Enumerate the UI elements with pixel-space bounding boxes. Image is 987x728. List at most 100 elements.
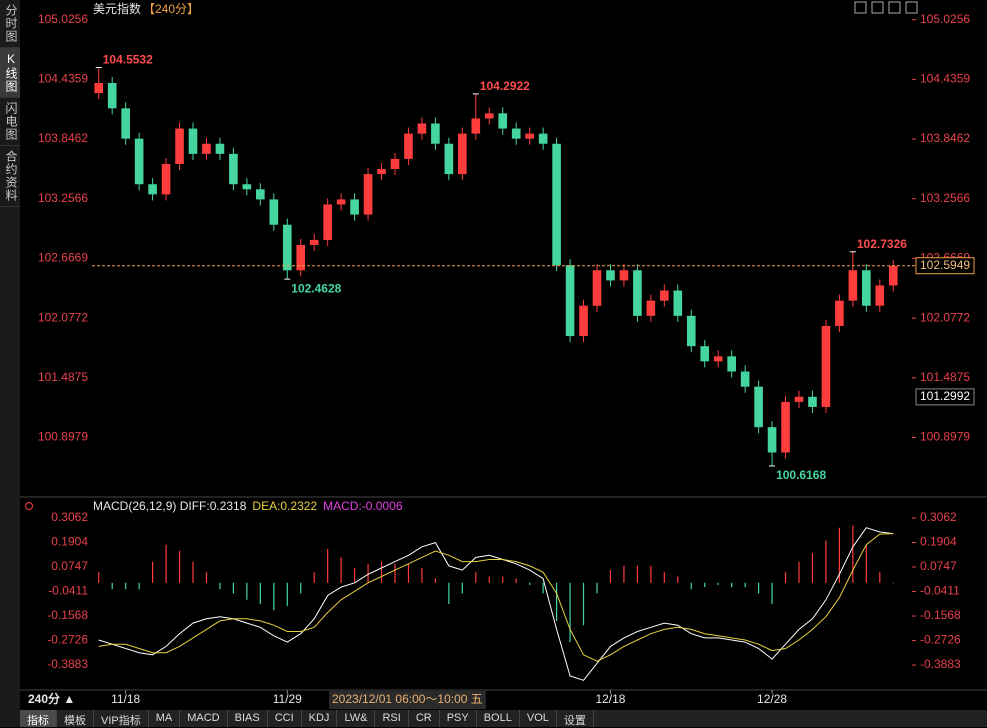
y-tick-label-right: 100.8979 [920,430,970,444]
macd-bar [663,572,665,583]
candle-body [606,270,615,281]
y-tick-label: -0.0411 [48,584,88,598]
candle-body [525,133,534,139]
y-tick-label: 102.6669 [38,251,88,265]
macd-bar [380,561,383,583]
macd-bar [609,570,612,583]
macd-bar [529,582,531,585]
macd-bar [273,582,275,611]
candle-body [848,270,858,301]
sidebar: 分时图 K线图 闪电图 合约资料 [0,0,23,727]
candle-body [727,356,736,372]
side-tab[interactable]: 合约资料 [0,146,23,207]
toolbar-button[interactable]: MA [149,710,181,727]
toolbar-button[interactable]: RSI [375,710,409,727]
y-tick-label-right: -0.0411 [920,584,960,598]
candle-body [175,128,184,164]
toolbar: 指标 模板 VIP指标 MA MACD BIAS CCI KDJ LW& RSI CR PSY BOLL… [20,710,987,727]
x-tick-label: 12/18 [595,692,625,706]
candle-body [565,265,575,337]
y-tick-label-right: 104.4359 [920,72,970,86]
macd-bar [798,561,800,583]
macd-bar [502,576,504,583]
period-selector[interactable]: 240分 ▲ [28,691,75,706]
candle-body [619,270,629,281]
toolbar-button[interactable]: MACD [180,710,228,727]
y-tick-label-right: 0.1904 [920,535,957,549]
macd-bar [569,582,571,643]
last-price-box [915,257,975,275]
candle-body [215,143,225,154]
side-tab[interactable]: 分时图 [0,0,23,48]
toolbar-button[interactable]: VOL [520,710,557,727]
cursor-price-label: 101.2992 [920,389,970,403]
toolbar-button[interactable]: VIP指标 [94,710,149,727]
side-tab[interactable]: 闪电图 [0,98,23,146]
macd-bar [165,544,167,583]
window-icons [854,1,918,14]
macd-bar [475,572,477,583]
toolbar-button[interactable]: 指标 [20,710,57,727]
y-tick-label: -0.1568 [47,608,88,622]
y-tick-label: 0.0747 [51,559,88,573]
candle-body [579,305,588,337]
macd-bar [515,578,517,583]
candle-body [511,128,521,139]
side-tab[interactable]: K线图 [0,48,23,98]
x-tick-label: 12/28 [757,692,787,706]
macd-bar [232,582,234,594]
candle-body [633,270,642,316]
macd-bar [98,572,100,583]
macd-bar [421,567,423,583]
candle-body [282,224,292,271]
y-tick-label-right: 0.0747 [920,559,957,573]
macd-bar [246,582,248,600]
macd-bar [771,582,773,605]
candle-body [94,83,104,94]
toolbar-button[interactable]: KDJ [302,710,338,727]
toolbar-button[interactable]: 模板 [57,710,94,727]
toolbar-button[interactable]: 设置 [557,710,594,727]
y-tick-label: -0.2726 [47,633,88,647]
candle-body [336,199,346,205]
legend-entry: DEA:0.2322 [252,499,317,513]
candle-body [686,315,696,347]
toolbar-button[interactable]: LW& [337,710,376,727]
y-tick-label-right: 0.3062 [920,510,957,524]
macd-bar [784,572,787,583]
toolbar-button[interactable]: BIAS [228,710,268,727]
x-tick-label: 11/29 [273,692,302,706]
toolbar-button[interactable]: PSY [440,710,477,727]
macd-bar [407,563,410,583]
candle-body [700,346,710,362]
y-tick-label: 100.8979 [38,430,88,444]
candle-body [161,163,171,195]
candle-body [134,138,144,185]
candle-body [242,184,252,190]
dea-line [98,533,894,662]
macd-bar [178,551,181,583]
macd-bar [340,557,342,583]
candle-body [309,239,319,245]
legend-entry: MACD(26,12,9) DIFF:0.2318 [93,499,247,513]
toolbar-button[interactable]: BOLL [477,710,520,727]
candle-body [821,325,831,407]
candle-body [767,427,777,453]
candle-body [538,133,548,144]
legend-entry: MACD:-0.0006 [323,499,403,513]
candle-body [256,189,265,200]
high-label: 104.5532 [103,53,153,67]
y-tick-label: 103.8462 [38,131,88,145]
high-label: 104.2922 [480,79,530,93]
macd-bar [636,565,638,583]
diff-line [98,527,894,681]
macd-bar [852,525,854,583]
toolbar-button[interactable]: CR [409,710,440,727]
candle-body [121,108,130,139]
macd-bar [488,576,490,583]
candle-body [404,133,413,159]
macd-bar [111,582,113,590]
toolbar-button[interactable]: CCI [268,710,302,727]
macd-bar [690,582,692,590]
macd-bar [704,582,706,588]
